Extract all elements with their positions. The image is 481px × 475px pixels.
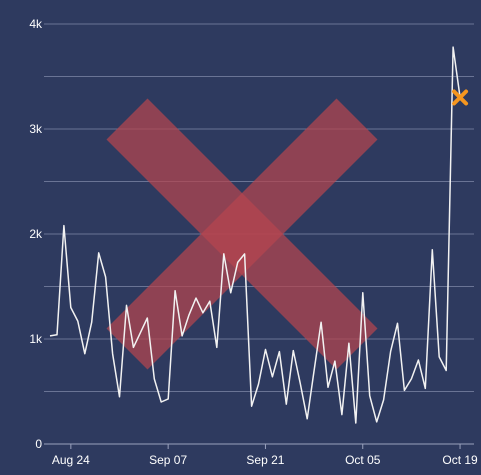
- x-tick-labels: Aug 24 Sep 07 Sep 21 Oct 05 Oct 19: [52, 444, 478, 467]
- y-tick-label: 1k: [29, 332, 43, 346]
- x-tick-label: Oct 05: [345, 453, 381, 467]
- y-tick-label: 0: [35, 437, 42, 451]
- x-tick-label: Sep 07: [149, 453, 187, 467]
- y-tick-label: 2k: [29, 227, 43, 241]
- x-tick-label: Sep 21: [246, 453, 284, 467]
- y-tick-label: 3k: [29, 122, 43, 136]
- x-tick-label: Aug 24: [52, 453, 90, 467]
- y-tick-labels: 0 1k 2k 3k 4k: [29, 17, 43, 451]
- y-tick-label: 4k: [29, 17, 43, 31]
- x-tick-label: Oct 19: [442, 453, 478, 467]
